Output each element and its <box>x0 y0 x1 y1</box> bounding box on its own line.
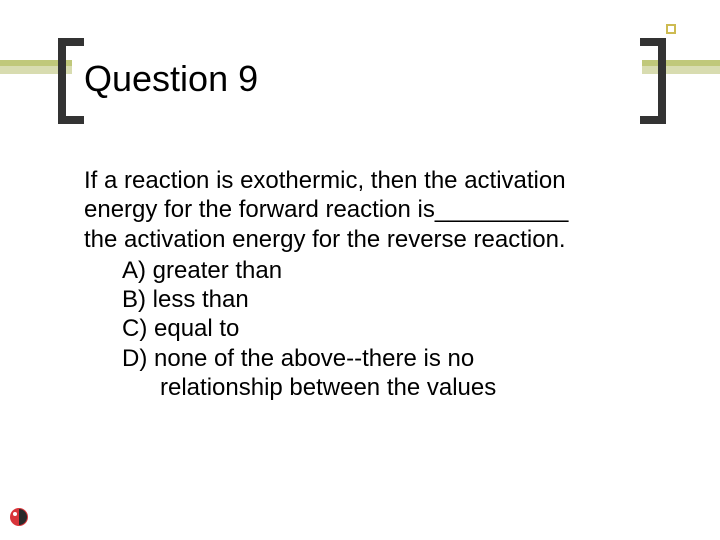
slide-title: Question 9 <box>84 58 258 100</box>
brand-logo-icon <box>8 506 30 528</box>
option-c: C) equal to <box>122 314 644 343</box>
answer-options: A) greater than B) less than C) equal to… <box>122 256 644 402</box>
question-body: If a reaction is exothermic, then the ac… <box>84 166 644 402</box>
option-b: B) less than <box>122 285 644 314</box>
accent-square <box>666 24 676 34</box>
bracket-left <box>58 38 84 124</box>
option-d: D) none of the above--there is no <box>122 344 644 373</box>
stem-line: energy for the forward reaction is______… <box>84 195 644 224</box>
question-stem: If a reaction is exothermic, then the ac… <box>84 166 644 254</box>
bracket-right <box>640 38 666 124</box>
option-d-continuation: relationship between the values <box>160 373 644 402</box>
stem-line: If a reaction is exothermic, then the ac… <box>84 166 644 195</box>
option-a: A) greater than <box>122 256 644 285</box>
stem-line: the activation energy for the reverse re… <box>84 225 644 254</box>
